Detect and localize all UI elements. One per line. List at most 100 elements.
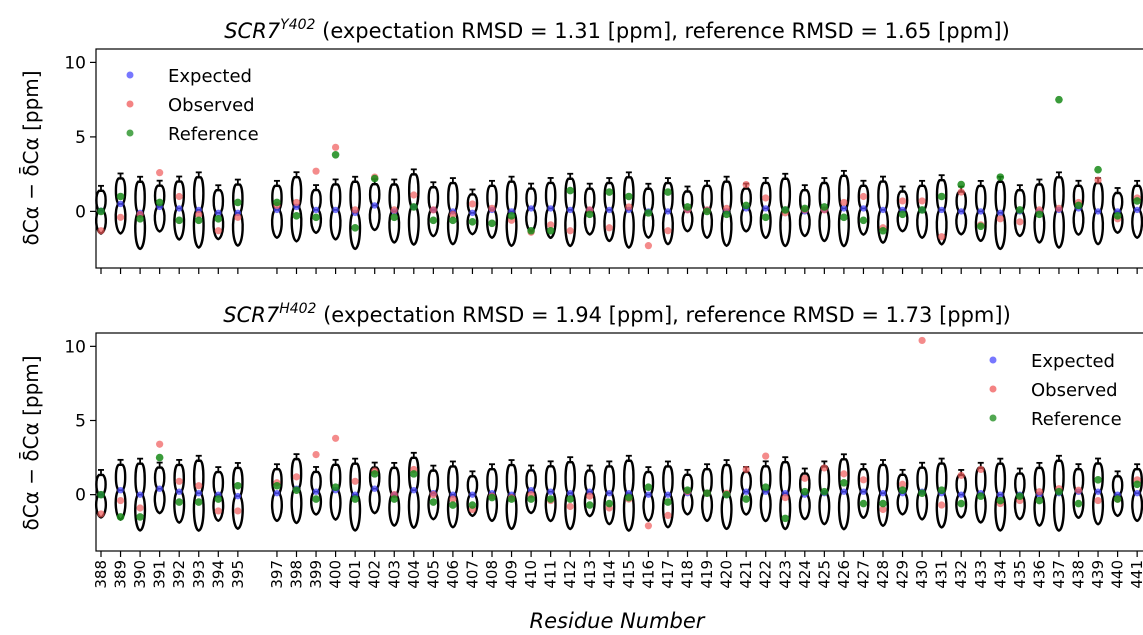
panel-bottom-y-axis-label: δCα − δ̄Cα [ppm]	[18, 355, 43, 530]
distribution-outline	[701, 184, 714, 240]
observed-point-399	[312, 167, 320, 175]
x-tick-label: 406	[444, 560, 462, 589]
observed-point-429	[898, 480, 907, 488]
reference-point-390	[136, 513, 144, 521]
observed-point-391	[156, 169, 164, 177]
observed-point-400	[332, 143, 340, 151]
distribution-outline	[505, 180, 518, 248]
x-tick-label: 390	[131, 560, 149, 589]
reference-point-432	[957, 180, 965, 189]
reference-point-420	[722, 210, 731, 219]
x-tick-label: 403	[385, 560, 403, 589]
distribution-outline	[466, 193, 479, 236]
distribution-outline	[955, 473, 968, 519]
distribution-outline	[173, 463, 186, 524]
reference-point-411	[546, 226, 555, 235]
reference-point-434	[996, 496, 1005, 505]
reference-point-435	[1016, 206, 1024, 214]
panel-bottom-legend: Expected Observed Reference	[989, 351, 1122, 430]
observed-point-400	[332, 434, 340, 442]
observed-point-431	[938, 501, 946, 509]
legend-marker-observed	[126, 100, 134, 108]
reference-point-405	[429, 216, 438, 225]
reference-point-405	[429, 498, 438, 506]
observed-point-390	[136, 504, 144, 512]
observed-point-428	[879, 505, 887, 514]
reference-point-407	[468, 501, 477, 509]
observed-point-412	[566, 502, 574, 511]
distribution-outline	[877, 463, 889, 528]
distribution-outline	[368, 182, 381, 232]
x-tick-label: 422	[757, 560, 775, 589]
distribution-outline	[740, 187, 753, 233]
reference-point-430	[918, 489, 926, 497]
distribution-outline	[153, 184, 166, 233]
reference-point-440	[1113, 212, 1122, 220]
distribution-outline	[192, 459, 205, 532]
expected-point-432	[958, 491, 965, 498]
distribution-outline	[349, 180, 362, 251]
panel-top-legend: Expected Observed Reference	[126, 66, 259, 145]
panel-bottom-title-main: SCR7	[223, 303, 280, 327]
distribution-outline	[134, 180, 147, 251]
expected-point-426	[840, 205, 848, 212]
expected-point-402	[371, 202, 378, 209]
reference-point-404	[410, 470, 418, 478]
distribution-outline	[701, 468, 714, 523]
reference-point-431	[937, 192, 946, 201]
x-tick-label: 433	[972, 560, 990, 589]
x-tick-label: 438	[1070, 560, 1088, 589]
reference-point-406	[449, 501, 457, 509]
distribution-outline	[583, 187, 596, 236]
distribution-outline	[290, 457, 303, 525]
expected-point-417	[664, 491, 672, 498]
distribution-outline	[857, 184, 870, 236]
x-tick-label: 411	[542, 560, 560, 589]
reference-point-404	[410, 203, 418, 211]
distribution-outline	[231, 466, 244, 531]
reference-point-401	[351, 223, 359, 232]
reference-point-413	[585, 501, 594, 509]
observed-point-435	[1016, 218, 1024, 226]
distribution-outline	[661, 181, 674, 246]
distribution-417	[661, 177, 674, 246]
distribution-outline	[1013, 472, 1026, 521]
y-tick-label: 5	[75, 411, 86, 431]
distribution-outline	[192, 176, 205, 249]
x-tick-label: 425	[815, 560, 833, 589]
distribution-outline	[720, 180, 733, 248]
observed-point-401	[351, 477, 359, 485]
observed-point-415	[625, 203, 633, 211]
reference-point-418	[683, 486, 692, 494]
expected-point-392	[176, 205, 183, 212]
reference-point-414	[605, 188, 614, 196]
reference-point-435	[1016, 492, 1024, 500]
reference-point-391	[155, 198, 164, 207]
distribution-outline	[1111, 191, 1124, 234]
reference-point-413	[585, 210, 594, 219]
expected-point-399	[312, 206, 320, 214]
reference-point-408	[488, 493, 496, 502]
plot-frame	[95, 332, 1143, 552]
distribution-outline	[1072, 467, 1085, 520]
reference-point-424	[801, 487, 809, 496]
reference-point-433	[976, 222, 985, 231]
reference-point-427	[859, 216, 868, 225]
distribution-outline	[231, 183, 244, 247]
distribution-outline	[603, 465, 616, 526]
distribution-outline	[877, 180, 889, 244]
distribution-outline	[427, 186, 440, 238]
observed-point-393	[195, 210, 203, 218]
distribution-outline	[955, 190, 968, 236]
expected-point-422	[762, 205, 769, 212]
panel-bottom-x-tick-labels: 388 389 390 391 392 393 394 395 397 398 399 400 401 4…	[92, 560, 1143, 589]
observed-point-432	[957, 188, 965, 196]
expected-point-392	[176, 488, 183, 495]
distribution-outline	[388, 466, 401, 527]
expected-point-407	[469, 491, 476, 498]
legend-label-reference: Reference	[168, 124, 259, 145]
reference-point-392	[175, 498, 183, 506]
legend-label-expected: Expected	[168, 66, 252, 87]
expected-point-432	[958, 208, 965, 215]
observed-point-406	[449, 210, 457, 218]
